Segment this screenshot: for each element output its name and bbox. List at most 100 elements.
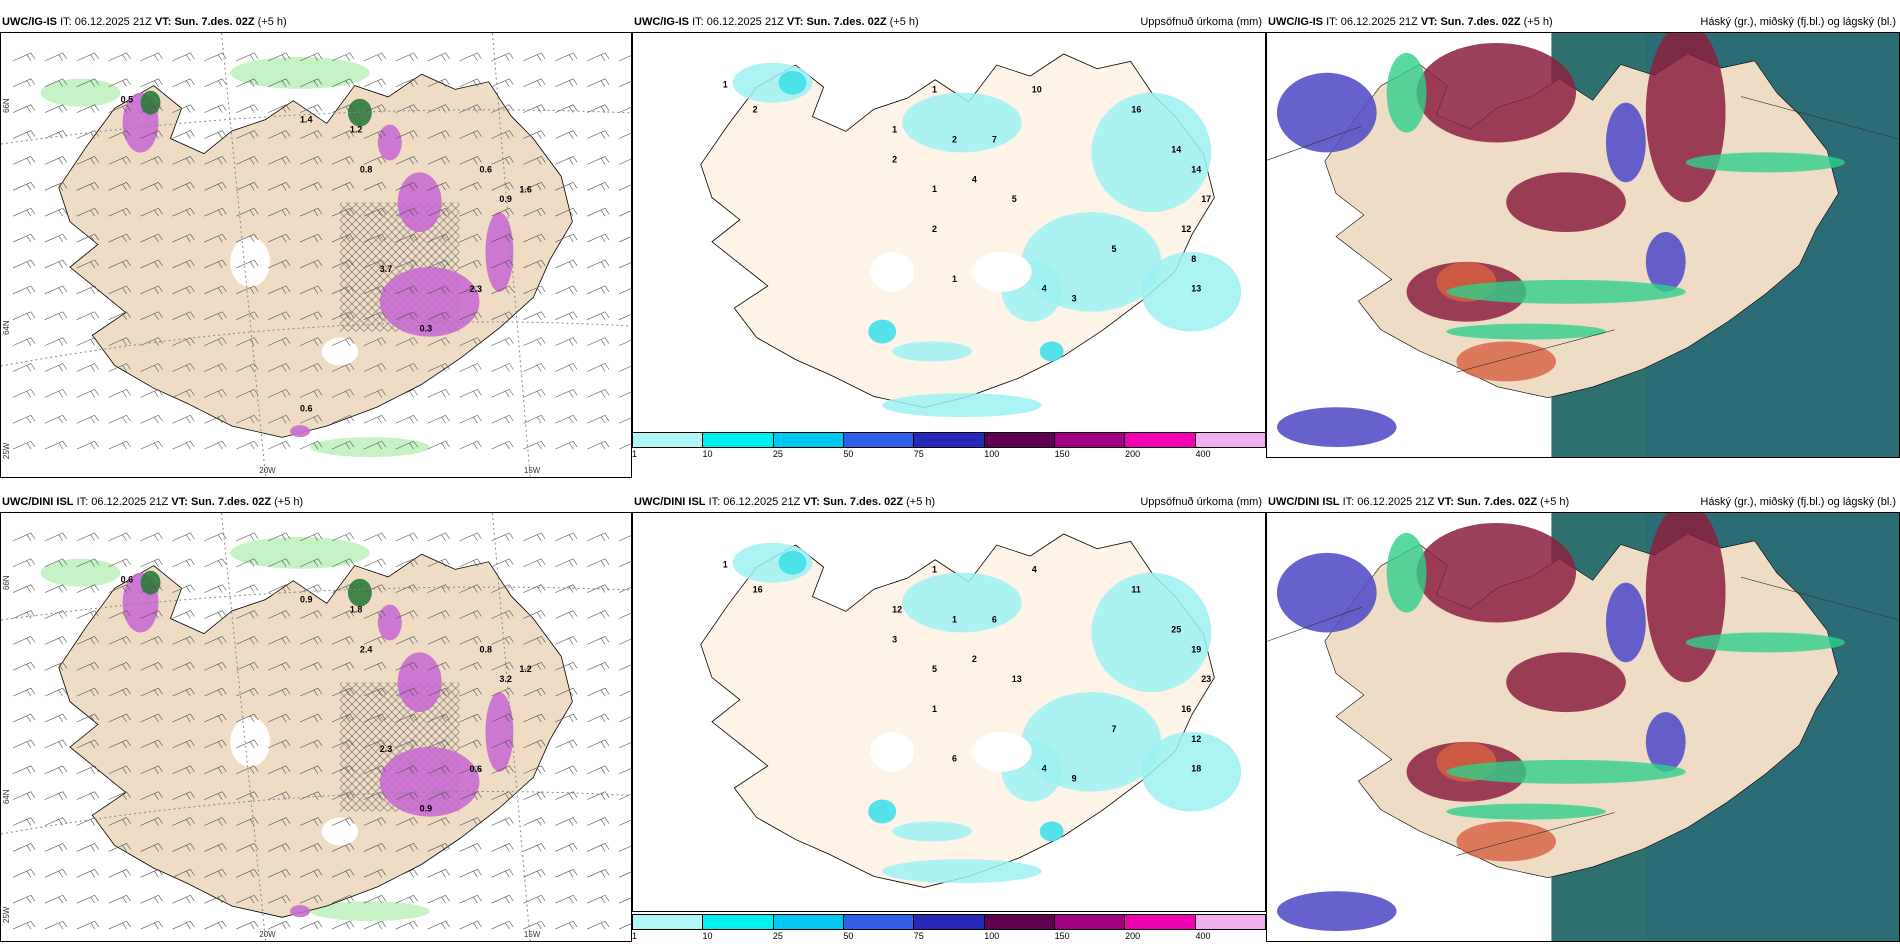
wind-barb xyxy=(12,363,36,372)
wind-barb xyxy=(204,440,227,450)
wind-barb xyxy=(76,104,99,113)
wind-barb xyxy=(108,182,131,191)
wind-barb xyxy=(299,610,323,619)
wind-barb xyxy=(427,415,450,424)
wind-barb xyxy=(12,920,36,930)
wind-barb xyxy=(140,182,163,191)
wind-barb xyxy=(236,713,259,723)
wind-barb xyxy=(395,311,418,320)
wind-barb xyxy=(44,285,68,295)
lat-line xyxy=(1,790,631,835)
wind-barb xyxy=(44,415,68,424)
wind-barb xyxy=(395,207,418,217)
wind-barb xyxy=(44,662,68,671)
wind-barb xyxy=(459,662,482,671)
wind-barb xyxy=(140,662,163,671)
colorbar-tick-label: 10 xyxy=(702,931,713,941)
wind-barb xyxy=(555,337,578,346)
panel-header: UWC/IG-IS IT: 06.12.2025 21Z VT: Sun. 7.… xyxy=(632,12,1266,32)
wind-barb xyxy=(331,869,355,878)
lat-line xyxy=(1,321,631,367)
wind-barb xyxy=(427,558,450,568)
wind-barb xyxy=(395,584,418,593)
precip-value-label: 3 xyxy=(892,634,897,644)
wind-barb xyxy=(363,662,387,671)
precip-area-heavy xyxy=(778,70,807,95)
glacier xyxy=(870,731,915,772)
wind-barb xyxy=(618,184,631,191)
wind-barb xyxy=(523,765,546,775)
wind-barb xyxy=(236,817,259,826)
precip-value-label: 13 xyxy=(1191,284,1201,294)
wind-barb xyxy=(363,207,387,217)
wind-barb xyxy=(459,130,482,139)
wind-barb xyxy=(363,182,387,191)
wind-barb xyxy=(618,664,631,671)
boundary-line xyxy=(1740,96,1899,140)
it-value: 06.12.2025 21Z xyxy=(706,16,784,28)
precip-blob xyxy=(377,124,402,161)
wind-barb xyxy=(618,716,631,723)
wind-barb xyxy=(555,78,578,88)
vt-label: VT: xyxy=(154,16,172,28)
precip-value-label: 0.9 xyxy=(499,194,511,204)
colorbar-swatch xyxy=(1195,915,1265,929)
wind-barb xyxy=(331,791,355,800)
wind-barb xyxy=(172,610,195,619)
wind-barb xyxy=(459,363,482,372)
wind-barb xyxy=(76,584,99,593)
sea-precip-area xyxy=(310,437,430,458)
precip-value-label: 1.2 xyxy=(519,664,531,674)
wind-barb xyxy=(236,440,259,450)
precip-value-label: 4 xyxy=(972,174,977,184)
wind-barb xyxy=(236,765,259,775)
precip-area xyxy=(1091,572,1212,693)
wind-barb xyxy=(140,440,163,450)
wind-barb xyxy=(268,233,291,243)
lon-label-15w: 15W xyxy=(524,930,541,939)
model-name: UWC/IG-IS xyxy=(634,16,689,28)
wind-barb xyxy=(140,259,163,269)
wind-barb xyxy=(587,532,610,542)
precip-area xyxy=(892,821,972,842)
wind-barb xyxy=(555,791,578,800)
wind-barb xyxy=(172,713,195,723)
wind-barb xyxy=(44,894,68,904)
lon-line xyxy=(491,513,531,941)
wind-barb xyxy=(618,819,631,826)
wind-barb xyxy=(172,389,195,398)
wind-barb xyxy=(618,845,631,852)
wind-barb xyxy=(140,207,163,217)
wind-barb xyxy=(12,104,36,113)
wind-barb xyxy=(204,687,227,697)
wind-barb xyxy=(12,233,36,243)
wind-barb xyxy=(140,156,163,165)
wind-barb xyxy=(268,869,291,878)
precip-value-label: 12 xyxy=(1191,734,1201,744)
wind-barb xyxy=(12,415,36,424)
wind-barb xyxy=(459,894,482,904)
wind-barb xyxy=(618,871,631,878)
it-label: IT: xyxy=(76,496,89,508)
panel-header: UWC/IG-IS IT: 06.12.2025 21Z VT: Sun. 7.… xyxy=(0,12,632,32)
wind-barb xyxy=(459,285,482,295)
precip-value-label: 19 xyxy=(1191,644,1201,654)
precip-value-label: 8 xyxy=(1191,254,1196,264)
precip-blob xyxy=(485,212,514,292)
wind-barb xyxy=(236,207,259,217)
wind-barb xyxy=(331,78,355,88)
wind-barb xyxy=(491,636,514,645)
wind-barb xyxy=(108,104,131,113)
wind-barb xyxy=(12,207,36,217)
precip-value-label: 1.2 xyxy=(350,125,362,135)
wind-barb xyxy=(299,207,323,217)
wind-barb xyxy=(459,233,482,243)
wind-barb xyxy=(236,920,259,930)
colorbar-tick-label: 400 xyxy=(1195,931,1211,941)
wind-barb xyxy=(491,389,514,398)
precip-value-label: 2 xyxy=(952,134,957,144)
mid-cloud-area xyxy=(1605,102,1646,183)
wind-barb xyxy=(299,156,323,165)
wind-barb xyxy=(491,259,514,269)
wind-barb xyxy=(363,415,387,424)
